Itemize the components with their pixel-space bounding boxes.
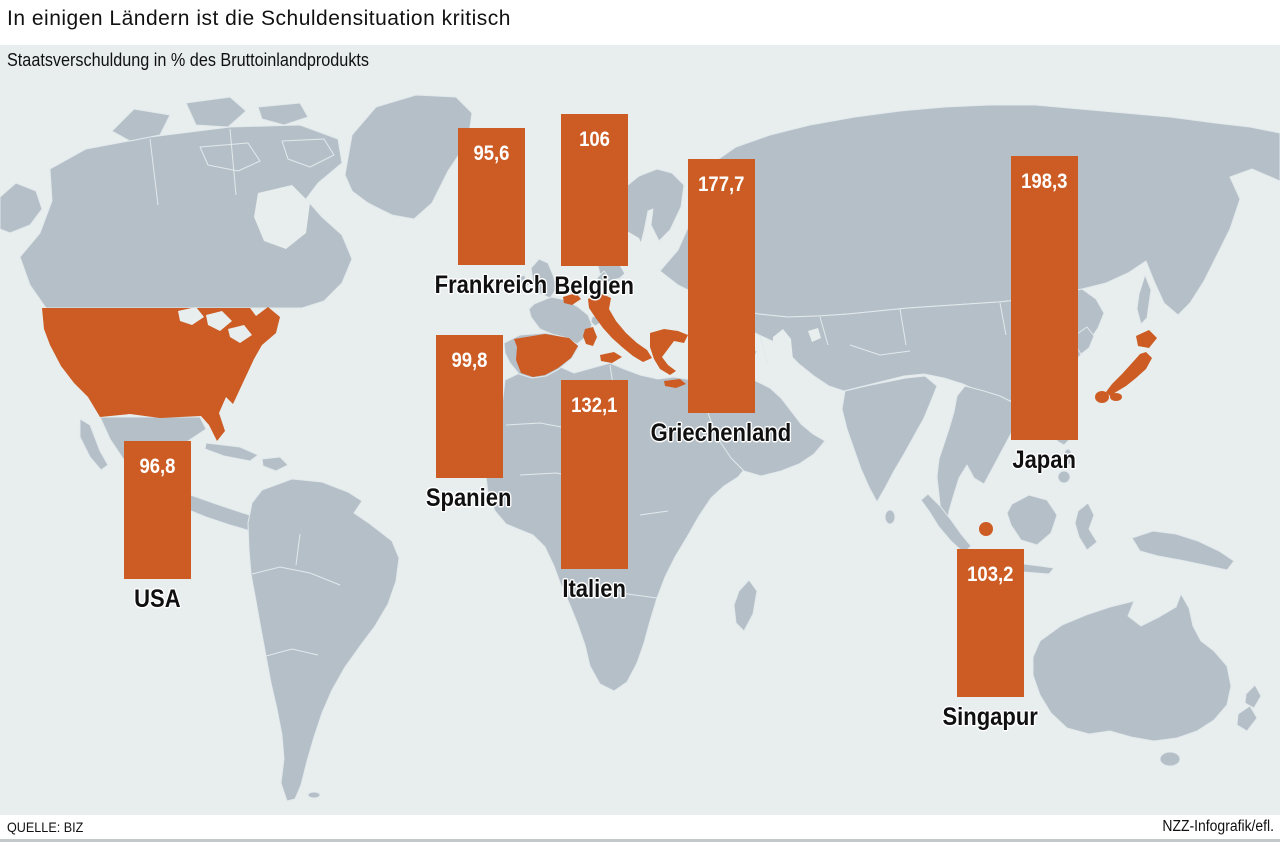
- map-border-line: [295, 533, 301, 566]
- map-aral-sea: [808, 328, 821, 342]
- bar-spanien: 99,8: [436, 335, 503, 478]
- map-shikoku-highlight: [1110, 393, 1122, 401]
- map-philippines: [1063, 448, 1073, 466]
- map-arctic-island: [111, 108, 171, 142]
- country-label-belgien: Belgien: [554, 272, 634, 300]
- map-india: [841, 375, 938, 503]
- map-south-america: [247, 478, 400, 802]
- map-border-line: [639, 510, 669, 516]
- bar-japan: 198,3: [1011, 156, 1078, 440]
- map-australia: [1032, 593, 1232, 742]
- map-crete-highlight: [664, 379, 686, 388]
- map-border-line: [149, 138, 159, 206]
- map-arctic-island: [185, 96, 247, 128]
- map-honshu-highlight: [1106, 352, 1152, 396]
- country-label-frankreich: Frankreich: [434, 271, 548, 299]
- map-ireland: [512, 274, 530, 294]
- map-spain-highlight: [514, 334, 578, 377]
- map-border-line: [265, 648, 319, 657]
- map-united-kingdom: [530, 258, 558, 299]
- map-sakhalin: [1136, 274, 1152, 325]
- bar-singapur: 103,2: [957, 549, 1024, 697]
- map-madagascar: [733, 579, 758, 632]
- map-great-lake: [206, 311, 232, 331]
- map-hispaniola: [261, 456, 289, 472]
- map-great-lake: [178, 307, 204, 325]
- map-border-line: [229, 128, 237, 196]
- bar-value-usa: 96,8: [139, 455, 176, 478]
- source-text: QUELLE: BIZ: [7, 819, 84, 835]
- map-new-zealand: [1236, 705, 1258, 732]
- bar-italien: 132,1: [561, 380, 628, 569]
- bar-value-italien: 132,1: [571, 394, 618, 417]
- country-label-usa: USA: [133, 585, 181, 613]
- bar-usa: 96,8: [124, 441, 191, 579]
- map-canada: [19, 124, 353, 309]
- map-border-line: [849, 344, 911, 356]
- infographic-canvas: Staatsverschuldung in % des Bruttoinland…: [0, 45, 1280, 815]
- credit-text: NZZ-Infografik/efl.: [1162, 818, 1274, 835]
- country-label-griechenland: Griechenland: [650, 419, 792, 447]
- map-border-line: [251, 566, 341, 586]
- bar-frankreich: 95,6: [458, 128, 525, 265]
- country-label-spanien: Spanien: [426, 484, 512, 512]
- map-kyushu-highlight: [1095, 391, 1109, 403]
- page-title: In einigen Ländern ist die Schuldensitua…: [7, 7, 511, 30]
- map-borneo: [1006, 494, 1058, 546]
- map-baja-california: [79, 418, 109, 471]
- map-singapore-dot: [979, 522, 993, 536]
- country-label-italien: Italien: [562, 575, 626, 603]
- map-greenland: [344, 94, 473, 220]
- map-hudson-bay: [254, 185, 310, 249]
- map-falkland-islands: [307, 791, 321, 799]
- bar-value-belgien: 106: [579, 128, 610, 151]
- chart-subtitle: Staatsverschuldung in % des Bruttoinland…: [7, 50, 409, 71]
- map-border-line: [819, 316, 829, 346]
- bar-value-griechenland: 177,7: [698, 173, 745, 196]
- map-sri-lanka: [884, 509, 896, 525]
- map-denmark: [596, 270, 610, 285]
- bar-value-frankreich: 95,6: [473, 142, 510, 165]
- map-alaska: [0, 182, 43, 234]
- bar-value-singapur: 103,2: [967, 563, 1014, 586]
- map-greece-highlight: [650, 329, 688, 375]
- bar-value-spanien: 99,8: [451, 349, 488, 372]
- map-arctic-island: [257, 102, 309, 126]
- map-arctic-island: [199, 142, 261, 172]
- map-border-line: [899, 308, 907, 346]
- map-border-line: [999, 302, 1007, 336]
- country-label-japan: Japan: [1012, 446, 1076, 474]
- map-border-line: [759, 334, 769, 366]
- bar-value-japan: 198,3: [1021, 170, 1068, 193]
- map-philippines: [1057, 470, 1071, 484]
- bar-belgien: 106: [561, 114, 628, 266]
- bottom-rule: [0, 839, 1280, 842]
- map-italy-highlight: [588, 293, 652, 362]
- map-caspian-sea: [772, 329, 793, 391]
- map-new-zealand: [1244, 684, 1262, 709]
- map-hokkaido-highlight: [1136, 330, 1157, 348]
- map-arctic-island: [281, 138, 335, 168]
- map-new-guinea: [1131, 530, 1235, 571]
- map-usa-highlight: [42, 307, 280, 441]
- map-cuba: [204, 442, 259, 462]
- map-sardinia-highlight: [583, 327, 597, 346]
- map-sulawesi: [1074, 502, 1098, 551]
- chart-subtitle-text: Staatsverschuldung in % des Bruttoinland…: [7, 50, 370, 70]
- bar-griechenland: 177,7: [688, 159, 755, 413]
- map-tasmania: [1159, 751, 1181, 767]
- map-border-line: [589, 592, 658, 599]
- map-great-lake: [228, 325, 252, 343]
- country-label-singapur: Singapur: [942, 703, 1038, 731]
- map-sicily-highlight: [600, 352, 622, 363]
- map-belgium-highlight: [563, 293, 581, 305]
